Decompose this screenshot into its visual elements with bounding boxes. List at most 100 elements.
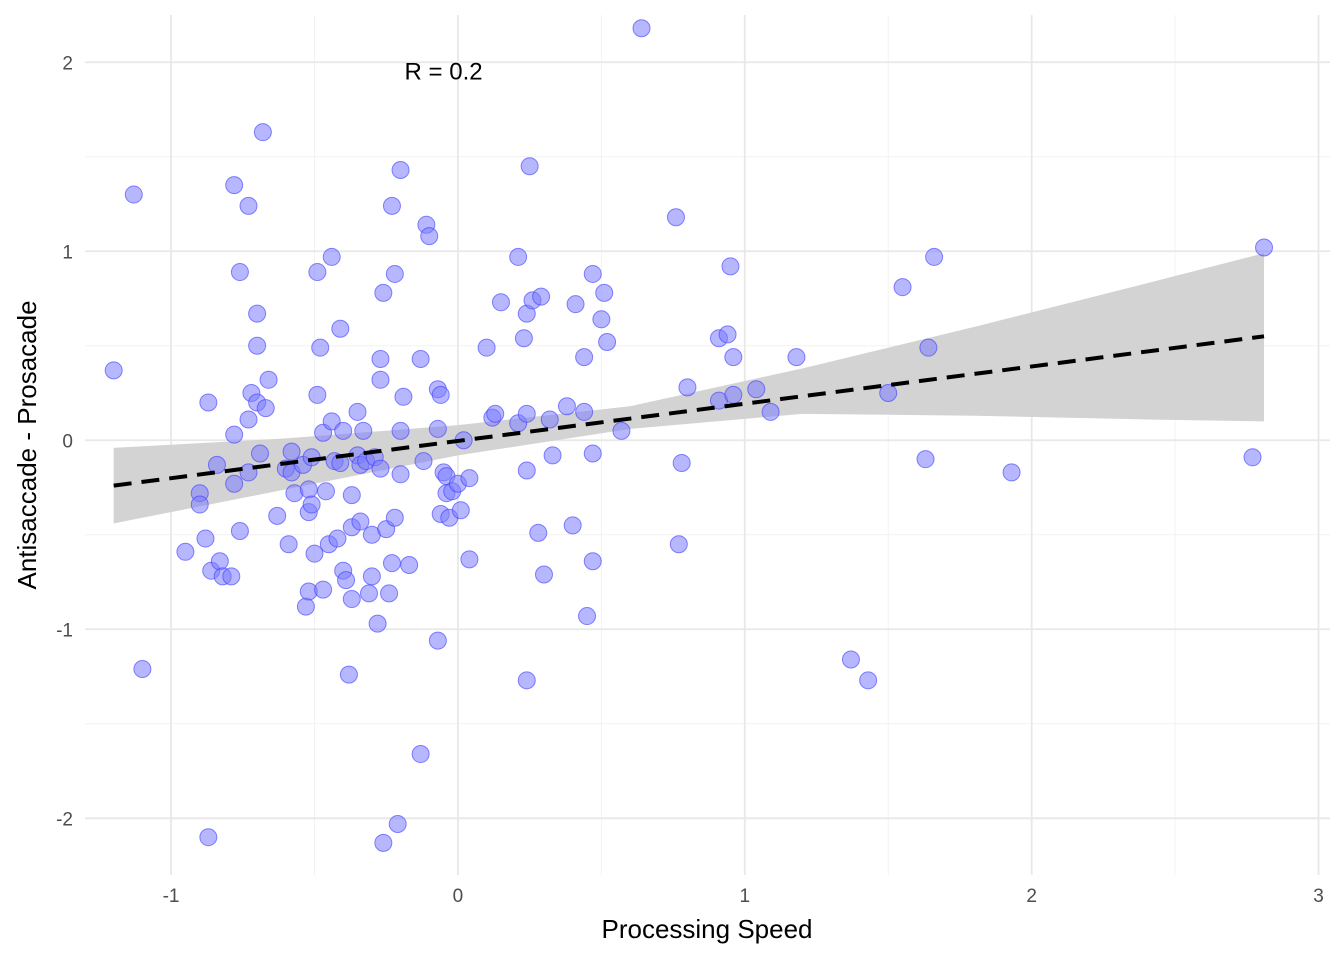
data-point <box>509 247 528 266</box>
data-point <box>374 283 393 302</box>
data-point <box>520 157 539 176</box>
data-point <box>314 580 333 599</box>
x-tick-label: 1 <box>740 886 751 907</box>
data-point <box>747 380 766 399</box>
y-tick-label: -1 <box>56 620 73 641</box>
data-point <box>400 556 419 575</box>
data-point <box>359 584 378 603</box>
data-point <box>583 264 602 283</box>
data-point <box>566 295 585 314</box>
data-point <box>491 293 510 312</box>
data-point <box>354 421 373 440</box>
data-point <box>411 745 430 764</box>
data-point <box>543 446 562 465</box>
data-point <box>305 544 324 563</box>
data-point <box>420 227 439 246</box>
data-point <box>124 185 143 204</box>
data-point <box>534 565 553 584</box>
data-point <box>575 402 594 421</box>
data-point <box>460 469 479 488</box>
data-point <box>431 385 450 404</box>
data-point <box>477 338 496 357</box>
data-point <box>391 465 410 484</box>
data-point <box>104 361 123 380</box>
data-point <box>299 480 318 499</box>
data-point <box>248 304 267 323</box>
data-point <box>316 482 335 501</box>
trend-line-path <box>113 334 1265 488</box>
data-point <box>841 650 860 669</box>
data-point <box>388 814 407 833</box>
data-point <box>1255 238 1274 257</box>
data-point <box>787 348 806 367</box>
data-point <box>371 459 390 478</box>
data-point <box>374 833 393 852</box>
data-point <box>311 338 330 357</box>
data-point <box>1002 463 1021 482</box>
data-point <box>557 397 576 416</box>
y-tick-label: -2 <box>56 809 73 830</box>
data-point <box>308 263 327 282</box>
data-point <box>382 554 401 573</box>
data-point <box>380 584 399 603</box>
data-point <box>268 506 287 525</box>
data-point <box>1243 448 1262 467</box>
minor-gridlines <box>85 15 1330 875</box>
data-point <box>529 523 548 542</box>
data-point <box>351 512 370 531</box>
data-point <box>199 828 218 847</box>
data-point <box>595 283 614 302</box>
y-tick-label: 1 <box>62 242 73 263</box>
data-point <box>592 310 611 329</box>
data-point <box>414 452 433 471</box>
data-point <box>256 399 275 418</box>
data-point <box>322 247 341 266</box>
data-point <box>339 665 358 684</box>
data-point <box>176 542 195 561</box>
data-point <box>761 402 780 421</box>
data-point <box>428 419 447 438</box>
data-point <box>225 176 244 195</box>
data-point <box>583 552 602 571</box>
data-point <box>225 425 244 444</box>
data-point <box>210 552 229 571</box>
data-point <box>517 671 536 690</box>
data-point <box>190 495 209 514</box>
data-point <box>342 590 361 609</box>
data-point <box>371 350 390 368</box>
data-point <box>893 278 912 297</box>
y-tick-label: 2 <box>62 53 73 74</box>
data-point <box>394 387 413 406</box>
data-point <box>248 336 267 355</box>
data-point <box>371 370 390 389</box>
data-point <box>428 631 447 650</box>
data-point <box>916 450 935 469</box>
x-axis-title: Processing Speed <box>601 914 812 944</box>
data-point <box>517 461 536 480</box>
data-point <box>368 614 387 633</box>
x-tick-label: 0 <box>453 886 464 907</box>
data-point <box>678 378 697 397</box>
data-point <box>199 393 218 412</box>
data-point <box>337 571 356 590</box>
confidence-band <box>113 253 1265 524</box>
data-points <box>104 19 1274 852</box>
data-point <box>632 19 651 38</box>
major-gridlines <box>85 15 1330 875</box>
data-point <box>250 444 269 463</box>
data-point <box>282 442 301 461</box>
data-point <box>328 529 347 548</box>
data-point <box>331 319 350 338</box>
data-point <box>669 535 688 554</box>
confidence-band-area <box>113 253 1265 524</box>
data-point <box>362 567 381 586</box>
x-tick-label: 3 <box>1313 886 1324 907</box>
data-point <box>296 597 315 616</box>
data-point <box>718 325 737 344</box>
data-point <box>230 263 249 282</box>
data-point <box>919 338 938 357</box>
data-point <box>666 208 685 227</box>
data-point <box>583 444 602 463</box>
data-point <box>382 196 401 215</box>
trend-line <box>113 334 1265 488</box>
